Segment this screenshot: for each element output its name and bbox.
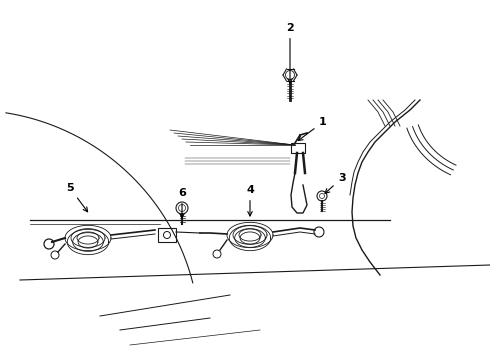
Text: 1: 1 <box>298 117 327 141</box>
Text: 2: 2 <box>286 23 294 83</box>
Text: 3: 3 <box>325 173 346 193</box>
Text: 4: 4 <box>246 185 254 216</box>
Text: 5: 5 <box>66 183 88 212</box>
Bar <box>291 143 305 153</box>
Bar <box>158 228 176 242</box>
Text: 6: 6 <box>178 188 186 218</box>
